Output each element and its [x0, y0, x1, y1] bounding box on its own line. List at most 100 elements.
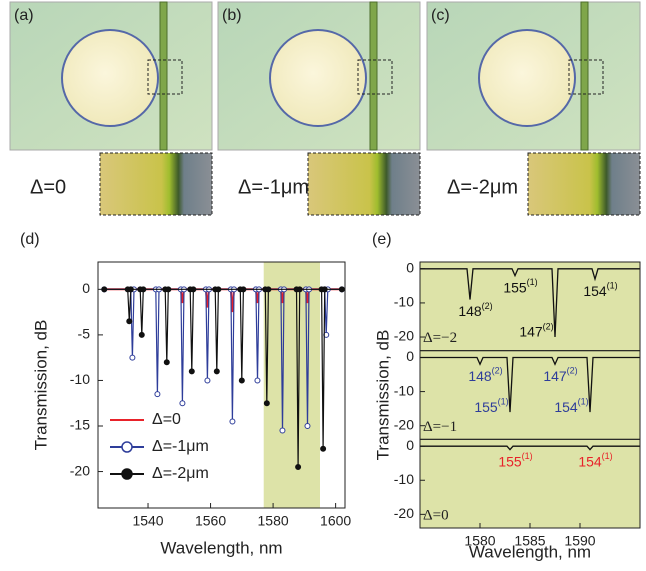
mode-label: 148: [468, 368, 492, 384]
mode-label: 147: [543, 368, 567, 384]
panel-label: (b): [222, 7, 242, 24]
mode-label: 154: [554, 399, 578, 415]
y-tick-label: 0: [406, 260, 414, 276]
panel-label: (a): [14, 7, 34, 24]
data-point: [296, 286, 303, 293]
data-point: [265, 286, 272, 293]
y-tick-label: -10: [70, 371, 90, 387]
data-point: [213, 368, 220, 375]
mode-label: 155: [498, 453, 522, 469]
data-point: [229, 418, 236, 425]
y-tick-label: -10: [394, 471, 414, 487]
subplot-label: Δ=−1: [423, 419, 457, 435]
offset-caption: Δ=0: [30, 176, 66, 198]
data-point: [279, 427, 286, 434]
panel-label: (e): [372, 231, 392, 248]
mode-order: (1): [498, 396, 509, 406]
data-point: [254, 377, 261, 384]
data-point: [165, 286, 172, 293]
data-point: [101, 286, 108, 293]
offset-caption: Δ=-1μm: [238, 176, 309, 198]
data-point: [154, 391, 161, 398]
series-line: [420, 268, 640, 338]
zoom-inset: [307, 152, 421, 216]
data-point: [140, 286, 147, 293]
mode-label: 155: [503, 279, 527, 295]
zoom-box: [357, 59, 393, 95]
y-tick-label: 0: [406, 437, 414, 453]
x-axis-label: Wavelength, nm: [469, 542, 591, 561]
y-tick-label: -20: [394, 328, 414, 344]
y-tick-label: -10: [394, 382, 414, 398]
y-axis-label: Transmission, dB: [373, 330, 392, 461]
zoom-inset: [527, 152, 641, 216]
panel-label: (c): [431, 7, 450, 24]
data-point: [215, 286, 222, 293]
data-point: [338, 286, 345, 293]
y-tick-label: -20: [70, 462, 90, 478]
mode-label: 155: [474, 399, 498, 415]
microdisk: [478, 29, 576, 127]
mode-order: (2): [482, 301, 493, 311]
y-tick-label: -5: [78, 326, 91, 342]
y-tick-label: 0: [406, 348, 414, 364]
legend-label: Δ=-2μm: [152, 465, 209, 482]
mode-label: 148: [458, 303, 482, 319]
legend-marker: [121, 468, 133, 480]
data-point: [127, 286, 134, 293]
plot-frame: [97, 261, 346, 509]
data-point: [320, 445, 327, 452]
legend-label: Δ=-1μm: [152, 438, 209, 455]
zoom-box: [568, 59, 604, 95]
bus-waveguide: [580, 1, 589, 151]
series-line: [420, 356, 640, 413]
data-point: [163, 359, 170, 366]
data-point: [190, 286, 197, 293]
mode-order: (1): [527, 277, 538, 287]
y-tick-label: -20: [394, 505, 414, 521]
subplot-label: Δ=0: [423, 507, 449, 523]
offset-caption: Δ=-2μm: [447, 176, 518, 198]
zoom-box: [147, 59, 183, 95]
mode-order: (1): [607, 280, 618, 290]
data-point: [263, 400, 270, 407]
data-point: [188, 368, 195, 375]
data-point: [129, 354, 136, 361]
panel-label: (d): [20, 231, 40, 248]
mode-order: (1): [522, 451, 533, 461]
microdisk: [61, 29, 159, 127]
data-point: [238, 377, 245, 384]
data-point: [295, 464, 302, 470]
mode-order: (1): [602, 451, 613, 461]
x-tick-label: 1580: [464, 533, 495, 549]
mode-label: 154: [583, 283, 607, 299]
data-point: [304, 423, 311, 429]
y-axis-label: Transmission, dB: [31, 320, 50, 451]
data-point: [126, 318, 133, 325]
legend-marker: [121, 441, 133, 453]
mode-order: (1): [578, 396, 589, 406]
mode-label: 147: [519, 324, 543, 340]
bus-waveguide: [369, 1, 378, 151]
y-tick-label: -10: [394, 294, 414, 310]
x-tick-label: 1580: [258, 513, 289, 529]
y-tick-label: -15: [70, 417, 90, 433]
x-axis-label: Wavelength, nm: [160, 538, 282, 557]
legend-label: Δ=0: [152, 411, 181, 428]
mode-order: (2): [543, 321, 554, 331]
y-tick-label: -20: [394, 416, 414, 432]
x-tick-label: 1585: [514, 533, 545, 549]
data-point: [138, 331, 145, 338]
data-point: [204, 377, 211, 384]
mode-order: (2): [567, 366, 578, 376]
bus-waveguide: [159, 1, 168, 151]
mode-order: (2): [492, 366, 503, 376]
subplot-label: Δ=−2: [423, 330, 457, 346]
mode-label: 154: [578, 453, 602, 469]
data-point: [240, 286, 247, 293]
x-tick-label: 1540: [132, 513, 163, 529]
x-tick-label: 1560: [195, 513, 226, 529]
shaded-range: [263, 262, 320, 508]
y-tick-label: 0: [82, 280, 90, 296]
